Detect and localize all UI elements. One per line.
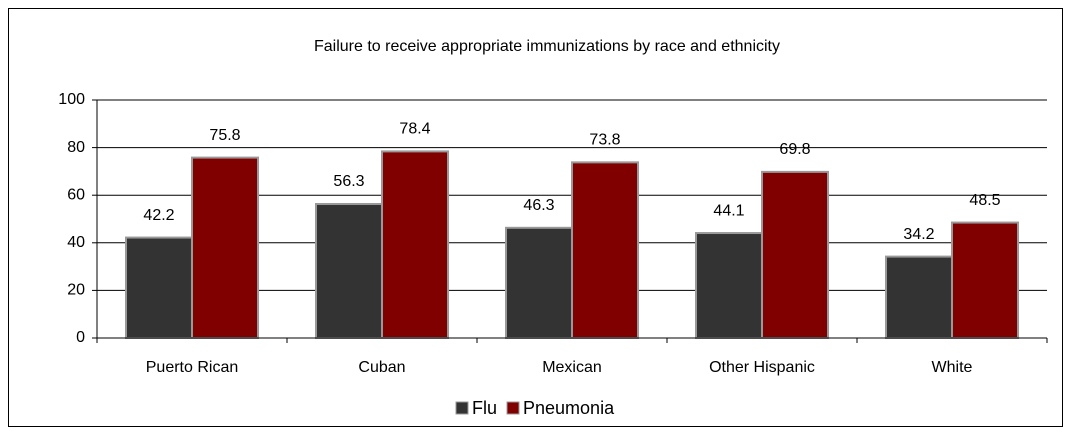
chart-title: Failure to receive appropriate immunizat… xyxy=(314,38,780,55)
legend-swatch xyxy=(455,401,469,415)
bar xyxy=(571,161,639,339)
y-tick-label: 40 xyxy=(67,234,85,251)
data-label: 78.4 xyxy=(399,121,430,138)
data-label: 46.3 xyxy=(523,197,554,214)
y-tick-label: 60 xyxy=(67,186,85,203)
bar xyxy=(125,236,193,339)
x-tick-label: Mexican xyxy=(542,359,602,376)
bar xyxy=(315,203,383,339)
bar xyxy=(505,226,573,339)
data-label: 44.1 xyxy=(713,202,744,219)
data-label: 48.5 xyxy=(969,192,1000,209)
data-label: 42.2 xyxy=(143,207,174,224)
bar xyxy=(885,255,953,340)
x-tick-label: Cuban xyxy=(358,359,405,376)
x-tick-label: White xyxy=(932,359,973,376)
bar xyxy=(695,232,763,340)
bar xyxy=(191,156,259,339)
data-label: 56.3 xyxy=(333,173,364,190)
legend-swatch xyxy=(506,401,520,415)
x-tick-label: Puerto Rican xyxy=(146,359,239,376)
y-tick-label: 20 xyxy=(67,282,85,299)
y-tick-label: 0 xyxy=(76,329,85,346)
y-tick-label: 80 xyxy=(67,139,85,156)
x-tick-label: Other Hispanic xyxy=(709,359,815,376)
legend-label: Pneumonia xyxy=(523,398,615,418)
chart-border xyxy=(8,8,1063,427)
legend-label: Flu xyxy=(472,398,497,418)
bar xyxy=(381,150,449,339)
data-label: 69.8 xyxy=(779,141,810,158)
data-label: 75.8 xyxy=(209,127,240,144)
bar xyxy=(761,170,829,339)
bar xyxy=(951,221,1019,340)
data-label: 73.8 xyxy=(589,132,620,149)
data-label: 34.2 xyxy=(903,226,934,243)
y-tick-label: 100 xyxy=(58,91,85,108)
